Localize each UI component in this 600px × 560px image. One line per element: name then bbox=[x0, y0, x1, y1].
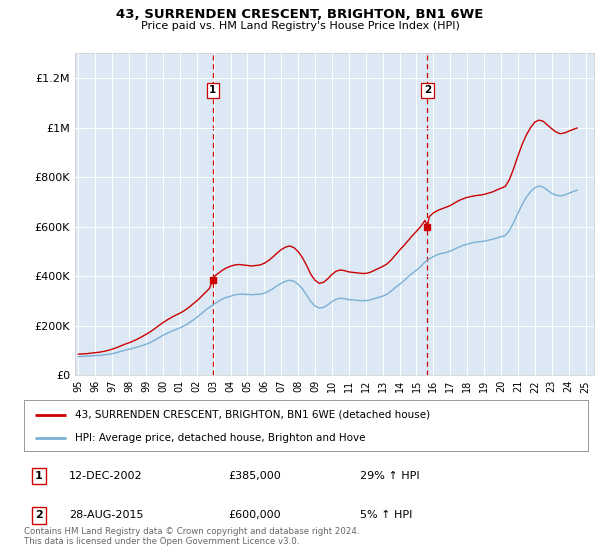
Text: HPI: Average price, detached house, Brighton and Hove: HPI: Average price, detached house, Brig… bbox=[75, 433, 365, 443]
Text: 1: 1 bbox=[209, 85, 217, 95]
Text: Contains HM Land Registry data © Crown copyright and database right 2024.
This d: Contains HM Land Registry data © Crown c… bbox=[24, 526, 359, 546]
Text: 43, SURRENDEN CRESCENT, BRIGHTON, BN1 6WE (detached house): 43, SURRENDEN CRESCENT, BRIGHTON, BN1 6W… bbox=[75, 409, 430, 419]
Text: 5% ↑ HPI: 5% ↑ HPI bbox=[360, 510, 412, 520]
Text: 28-AUG-2015: 28-AUG-2015 bbox=[69, 510, 143, 520]
Text: Price paid vs. HM Land Registry's House Price Index (HPI): Price paid vs. HM Land Registry's House … bbox=[140, 21, 460, 31]
Text: 2: 2 bbox=[35, 510, 43, 520]
Text: 1: 1 bbox=[35, 471, 43, 481]
Text: 12-DEC-2002: 12-DEC-2002 bbox=[69, 471, 143, 481]
Text: 29% ↑ HPI: 29% ↑ HPI bbox=[360, 471, 419, 481]
Text: £385,000: £385,000 bbox=[228, 471, 281, 481]
Text: £600,000: £600,000 bbox=[228, 510, 281, 520]
Text: 43, SURRENDEN CRESCENT, BRIGHTON, BN1 6WE: 43, SURRENDEN CRESCENT, BRIGHTON, BN1 6W… bbox=[116, 8, 484, 21]
Text: 2: 2 bbox=[424, 85, 431, 95]
